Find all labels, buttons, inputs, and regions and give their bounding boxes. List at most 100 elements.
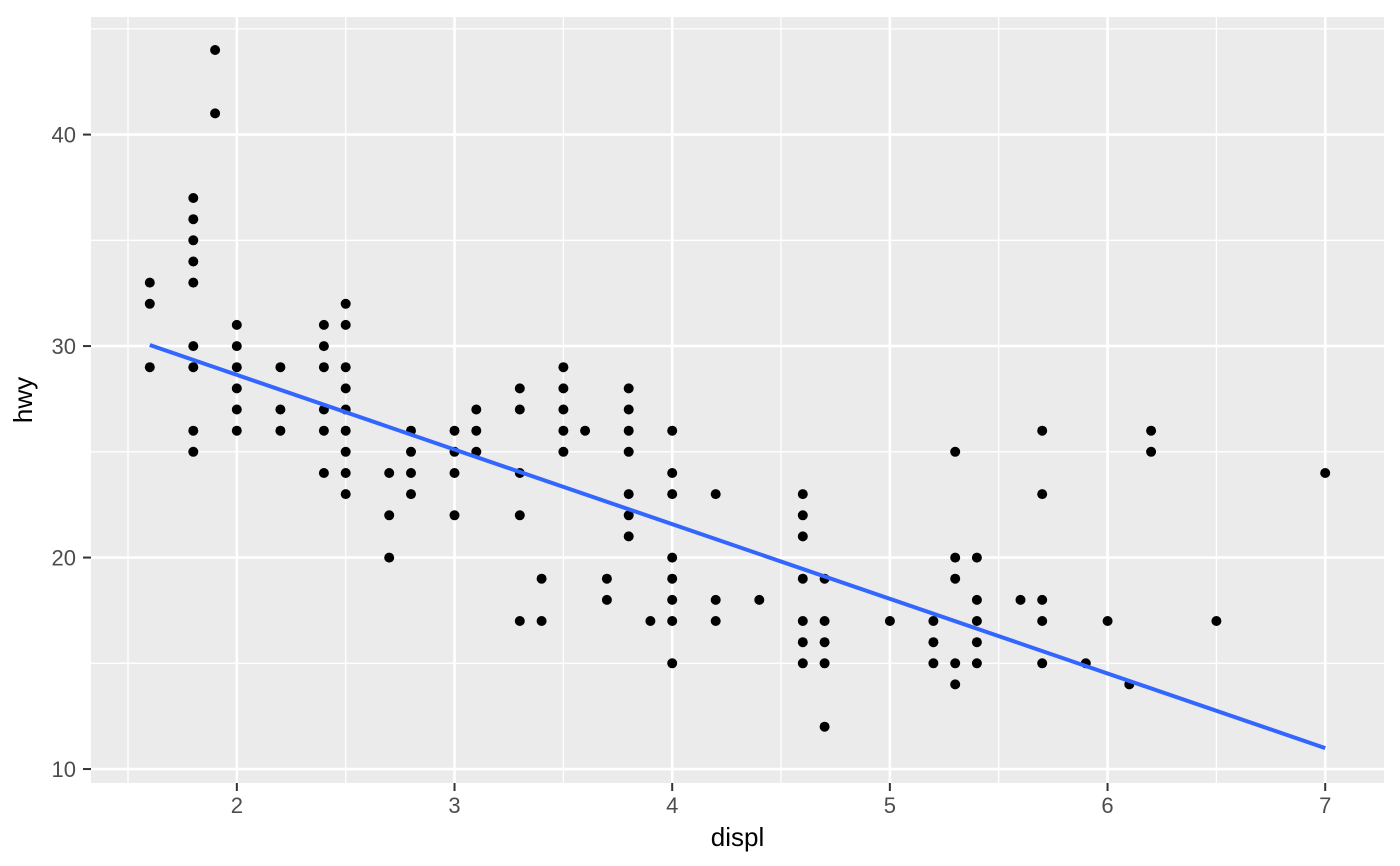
data-point <box>623 383 634 394</box>
data-point <box>1146 446 1157 457</box>
data-point <box>667 616 678 626</box>
data-point <box>384 468 395 478</box>
data-point <box>667 594 678 605</box>
major-gridlines <box>91 17 1384 783</box>
data-point <box>1015 594 1026 605</box>
data-point <box>558 362 569 373</box>
data-point <box>971 658 982 669</box>
data-point <box>797 658 808 669</box>
y-axis-title: hwy <box>8 377 38 423</box>
data-point <box>754 594 765 605</box>
data-point <box>971 637 982 648</box>
x-tick-label: 2 <box>231 793 243 818</box>
data-point <box>144 277 155 288</box>
data-point <box>275 362 286 373</box>
data-point <box>884 616 895 626</box>
data-point <box>471 404 482 415</box>
data-point <box>623 446 634 457</box>
data-point <box>950 573 961 584</box>
data-point <box>601 594 612 605</box>
x-tick-label: 5 <box>884 793 896 818</box>
data-point <box>971 552 982 563</box>
data-point <box>797 637 808 648</box>
data-point <box>667 489 678 500</box>
minor-gridlines <box>91 17 1384 783</box>
data-points <box>144 45 1331 732</box>
data-point <box>449 468 460 478</box>
data-point <box>188 277 199 288</box>
data-point <box>710 489 721 500</box>
data-point <box>536 616 547 626</box>
data-point <box>623 489 634 500</box>
data-point <box>231 341 242 352</box>
data-point <box>188 214 199 225</box>
data-point <box>950 658 961 669</box>
data-point <box>667 573 678 584</box>
x-tick-label: 4 <box>666 793 678 818</box>
data-point <box>710 616 721 626</box>
data-point <box>580 425 591 436</box>
data-point <box>1037 594 1048 605</box>
data-point <box>231 383 242 394</box>
data-point <box>449 510 460 521</box>
data-point <box>928 616 939 626</box>
x-axis-ticks <box>235 783 1327 791</box>
data-point <box>406 446 416 457</box>
data-point <box>188 362 199 373</box>
y-axis-ticks <box>83 133 91 771</box>
data-point <box>340 425 351 436</box>
trend-line <box>149 343 1326 750</box>
data-point <box>667 468 678 478</box>
data-point <box>514 404 525 415</box>
data-point <box>231 319 242 330</box>
data-point <box>318 319 329 330</box>
data-point <box>471 425 482 436</box>
data-point <box>188 341 199 352</box>
data-point <box>318 341 329 352</box>
data-point <box>340 319 351 330</box>
data-point <box>950 552 961 563</box>
data-point <box>667 425 678 436</box>
data-point <box>623 404 634 415</box>
data-point <box>231 404 242 415</box>
data-point <box>318 362 329 373</box>
data-point <box>231 425 242 436</box>
data-point <box>340 383 351 394</box>
data-point <box>275 404 286 415</box>
data-point <box>210 108 221 119</box>
data-point <box>558 446 569 457</box>
data-point <box>797 573 808 584</box>
data-point <box>340 468 351 478</box>
y-tick-labels: 10 20 30 40 <box>52 123 76 782</box>
data-point <box>667 552 678 563</box>
data-point <box>514 616 525 626</box>
x-axis-title: displ <box>711 822 764 852</box>
data-point <box>558 383 569 394</box>
data-point <box>950 679 961 690</box>
data-point <box>144 298 155 309</box>
data-point <box>384 552 395 563</box>
data-point <box>1102 616 1113 626</box>
data-point <box>318 468 329 478</box>
data-point <box>1037 425 1048 436</box>
data-point <box>449 425 460 436</box>
data-point <box>623 531 634 542</box>
data-point <box>1146 425 1157 436</box>
data-point <box>645 616 656 626</box>
data-point <box>514 510 525 521</box>
y-tick-label: 10 <box>52 757 76 782</box>
data-point <box>210 45 221 55</box>
data-point <box>797 616 808 626</box>
data-point <box>950 446 961 457</box>
data-point <box>819 616 830 626</box>
data-point <box>1037 489 1048 500</box>
data-point <box>623 425 634 436</box>
data-point <box>797 510 808 521</box>
data-point <box>340 489 351 500</box>
data-point <box>971 616 982 626</box>
data-point <box>1037 616 1048 626</box>
data-point <box>797 489 808 500</box>
data-point <box>340 446 351 457</box>
data-point <box>667 658 678 669</box>
